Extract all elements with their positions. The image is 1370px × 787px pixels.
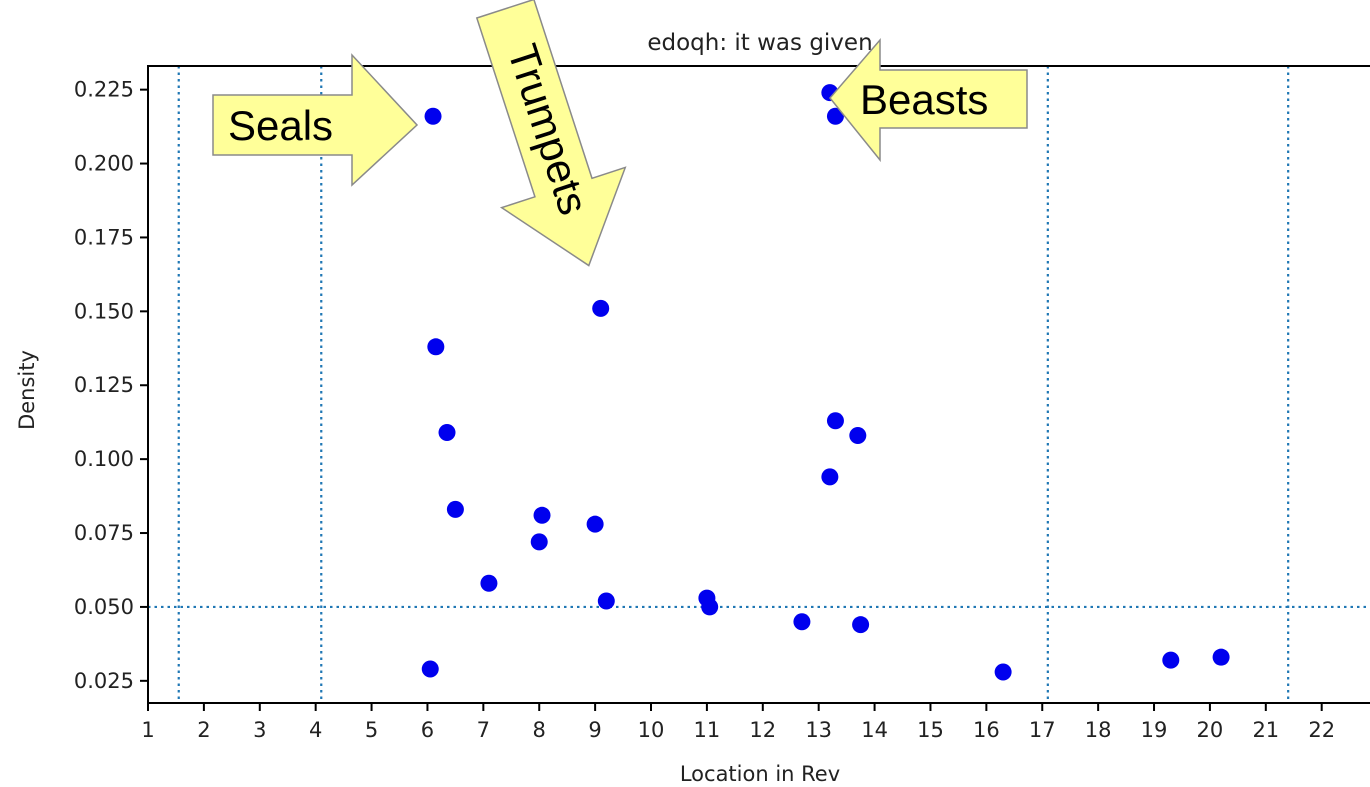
y-tick-label: 0.125 [74,373,134,397]
x-tick-label: 8 [533,718,546,742]
x-tick-label: 19 [1141,718,1168,742]
y-tick-label: 0.150 [74,299,134,323]
data-point [994,663,1012,681]
x-tick-label: 7 [477,718,490,742]
x-tick-label: 3 [253,718,266,742]
y-tick-label: 0.075 [74,521,134,545]
x-tick-label: 21 [1252,718,1279,742]
data-point [424,107,442,125]
data-point [849,426,867,444]
x-tick-label: 6 [421,718,434,742]
data-point [421,660,439,678]
chart-title: edoqh: it was given [647,30,872,56]
x-tick-label: 9 [588,718,601,742]
seals-arrow-shape [212,53,419,187]
x-tick-label: 5 [365,718,378,742]
beasts-label: Beasts [860,76,988,123]
beasts-arrow-shape [829,37,1028,163]
data-point [701,598,719,616]
x-axis-ticks: 1 2 3 4 5 6 7 8 9 10 11 12 13 14 15 16 17 18 19 20 21 22 [141,703,1335,742]
x-tick-label: 1 [141,718,154,742]
data-point [586,515,604,533]
x-tick-label: 18 [1085,718,1112,742]
data-point [821,468,839,486]
y-tick-label: 0.225 [74,78,134,102]
y-tick-label: 0.050 [74,595,134,619]
data-point [427,338,445,356]
y-tick-label: 0.200 [74,152,134,176]
trumpets-arrow-shape [475,0,627,267]
y-tick-label: 0.025 [74,669,134,693]
trumpets-callout: Trumpets [475,0,627,267]
y-axis-ticks: 0.025 0.050 0.075 0.100 0.125 0.150 0.175 0.200… [74,78,148,693]
data-point [597,592,615,610]
beasts-callout: Beasts [829,37,1028,163]
data-points [421,84,1230,681]
data-point [826,412,844,430]
x-tick-label: 14 [861,718,888,742]
y-tick-label: 0.175 [74,225,134,249]
x-tick-label: 2 [197,718,210,742]
x-tick-label: 17 [1029,718,1056,742]
x-axis-label: Location in Rev [680,762,840,786]
x-tick-label: 22 [1308,718,1335,742]
data-point [438,424,456,442]
data-point [592,299,610,317]
data-point [852,616,870,634]
x-tick-label: 10 [638,718,665,742]
data-point [480,574,498,592]
x-tick-label: 12 [749,718,776,742]
data-point [826,107,844,125]
y-tick-label: 0.100 [74,447,134,471]
data-point [1212,648,1230,666]
data-point [533,506,551,524]
y-axis-label: Density [15,350,39,430]
data-point [446,500,464,518]
seals-label: Seals [228,102,333,149]
x-tick-label: 20 [1197,718,1224,742]
x-tick-label: 15 [917,718,944,742]
data-point [1162,651,1180,669]
reference-lines [148,66,1370,703]
data-point [793,613,811,631]
seals-callout: Seals [212,53,419,187]
data-point [530,533,548,551]
x-tick-label: 13 [805,718,832,742]
x-tick-label: 16 [973,718,1000,742]
x-tick-label: 11 [694,718,721,742]
x-tick-label: 4 [309,718,322,742]
